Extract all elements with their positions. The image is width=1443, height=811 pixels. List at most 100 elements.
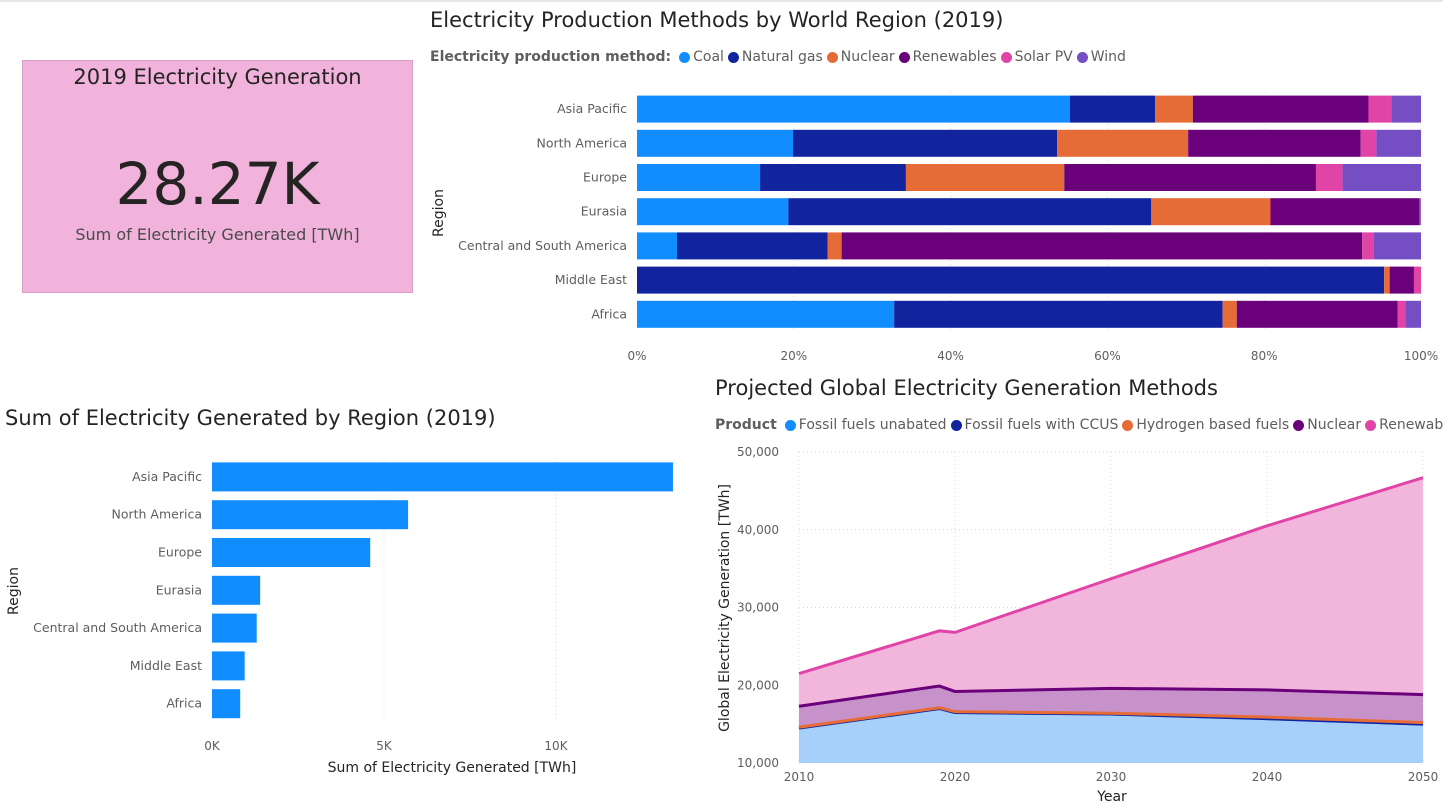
x-tick-label: 10K xyxy=(544,739,568,753)
legend-dot-icon xyxy=(1000,51,1012,63)
y-tick-label: 20,000 xyxy=(737,678,779,692)
y-tick-label: Eurasia xyxy=(156,582,202,597)
line-hydrogen-based-fuels xyxy=(798,706,1424,729)
y-tick-label: Central and South America xyxy=(458,238,627,253)
y-tick-label: 10,000 xyxy=(737,756,779,770)
legend-dot-icon xyxy=(1076,51,1088,63)
kpi-label: Sum of Electricity Generated [TWh] xyxy=(75,225,360,244)
bar-segment-coal xyxy=(637,95,1070,123)
x-tick-label: 0% xyxy=(627,349,646,363)
projection-legend-item-fossil-fuels-with-ccus[interactable]: Fossil fuels with CCUS xyxy=(950,417,1119,433)
bar-segment-coal xyxy=(637,164,761,191)
stacked-legend-title: Electricity production method: xyxy=(430,49,672,65)
bar-segment-renewables xyxy=(1389,266,1414,294)
kpi-title: 2019 Electricity Generation xyxy=(73,65,362,89)
projection-legend-item-nuclear[interactable]: Nuclear xyxy=(1293,417,1361,433)
legend-label: Hydrogen based fuels xyxy=(1136,417,1290,433)
y-tick-label: Central and South America xyxy=(33,620,202,635)
y-tick-label: Asia Pacific xyxy=(557,101,627,116)
projection-legend-item-hydrogen-based-fuels[interactable]: Hydrogen based fuels xyxy=(1122,417,1289,433)
legend-dot-icon xyxy=(950,419,962,431)
bar-segment-coal xyxy=(637,300,895,328)
x-tick-label: 40% xyxy=(937,349,964,363)
area-hydrogen-based-fuels xyxy=(799,707,1423,763)
stacked-legend-item-coal[interactable]: Coal xyxy=(679,49,724,65)
bar-segment-renewables xyxy=(1236,300,1398,328)
stacked-legend-item-renewables[interactable]: Renewables xyxy=(898,49,997,65)
y-tick-label: North America xyxy=(537,135,628,150)
y-tick-label: 40,000 xyxy=(737,523,779,537)
region-bar xyxy=(212,538,371,567)
region-bar xyxy=(212,689,241,719)
top-divider xyxy=(0,0,1443,2)
x-tick-label: 2020 xyxy=(940,770,971,784)
projection-legend-item-fossil-fuels-unabated[interactable]: Fossil fuels unabated xyxy=(784,417,947,433)
x-tick-label: 2010 xyxy=(784,770,815,784)
y-tick-label: Africa xyxy=(166,696,202,711)
kpi-card[interactable]: 2019 Electricity Generation 28.27K Sum o… xyxy=(22,60,413,293)
projection-legend-item-renewables[interactable]: Renewables xyxy=(1365,417,1443,433)
legend-dot-icon xyxy=(1122,419,1134,431)
bar-segment-solar-pv xyxy=(1360,129,1377,157)
y-tick-label: Middle East xyxy=(555,272,627,287)
legend-label: Fossil fuels unabated xyxy=(798,417,947,433)
y-tick-label: Africa xyxy=(591,306,627,321)
bar-segment-solar-pv xyxy=(1362,232,1374,260)
stacked-legend-item-natural-gas[interactable]: Natural gas xyxy=(727,49,823,65)
x-axis-title: Year xyxy=(1096,789,1127,805)
bar-segment-solar-pv xyxy=(1413,266,1421,294)
bar-segment-solar-pv xyxy=(1419,198,1421,226)
bar-segment-coal xyxy=(637,198,789,226)
legend-label: Renewables xyxy=(1379,417,1443,433)
stacked-chart-legend: Electricity production method: Coal Natur… xyxy=(430,49,1130,65)
kpi-value: 28.27K xyxy=(115,150,320,218)
x-tick-label: 80% xyxy=(1251,349,1278,363)
x-tick-label: 0K xyxy=(204,739,221,753)
bar-segment-natural-gas xyxy=(637,266,1385,294)
bar-segment-natural-gas xyxy=(793,129,1058,157)
projection-legend-title: Product xyxy=(715,417,777,433)
line-nuclear xyxy=(798,684,1424,708)
region-bar xyxy=(212,575,261,605)
area-fossil-fuels-with-ccus xyxy=(799,708,1423,763)
legend-label: Wind xyxy=(1090,49,1126,65)
y-tick-label: North America xyxy=(112,507,203,522)
bar-segment-coal xyxy=(637,232,677,260)
bar-segment-renewables xyxy=(841,232,1363,260)
bar-segment-renewables xyxy=(1188,129,1361,157)
stacked-legend-item-solar-pv[interactable]: Solar PV xyxy=(1000,49,1073,65)
bar-segment-nuclear xyxy=(827,232,842,260)
bar-segment-wind xyxy=(1405,300,1421,328)
x-tick-label: 20% xyxy=(780,349,807,363)
bar-segment-wind xyxy=(1373,232,1421,260)
legend-label: Coal xyxy=(693,49,724,65)
bar-segment-renewables xyxy=(1270,198,1420,226)
legend-label: Fossil fuels with CCUS xyxy=(964,417,1119,433)
y-tick-label: Middle East xyxy=(130,658,202,673)
bar-segment-renewables xyxy=(1064,164,1316,191)
line-fossil-fuels-unabated xyxy=(798,707,1424,730)
area-nuclear xyxy=(799,686,1423,763)
area-renewables xyxy=(799,477,1423,763)
bar-segment-natural-gas xyxy=(1069,95,1156,123)
region-bar xyxy=(212,613,257,643)
legend-dot-icon xyxy=(898,51,910,63)
bar-segment-solar-pv xyxy=(1315,164,1343,191)
bar-segment-renewables xyxy=(1192,95,1369,123)
bar-segment-nuclear xyxy=(1057,129,1189,157)
legend-dot-icon xyxy=(679,51,691,63)
region-bar xyxy=(212,462,673,492)
bar-segment-wind xyxy=(1342,164,1421,191)
legend-dot-icon xyxy=(1365,419,1377,431)
legend-dot-icon xyxy=(1293,419,1305,431)
bar-segment-natural-gas xyxy=(894,300,1223,328)
legend-label: Nuclear xyxy=(1307,417,1362,433)
y-axis-title: Region xyxy=(6,567,22,615)
stacked-legend-item-wind[interactable]: Wind xyxy=(1076,49,1126,65)
line-fossil-fuels-with-ccus xyxy=(798,707,1424,730)
stacked-legend-item-nuclear[interactable]: Nuclear xyxy=(826,49,895,65)
bar-segment-natural-gas xyxy=(676,232,828,260)
legend-label: Solar PV xyxy=(1014,49,1073,65)
region-bar xyxy=(212,500,409,530)
x-axis-title: Sum of Electricity Generated [TWh] xyxy=(328,760,577,776)
